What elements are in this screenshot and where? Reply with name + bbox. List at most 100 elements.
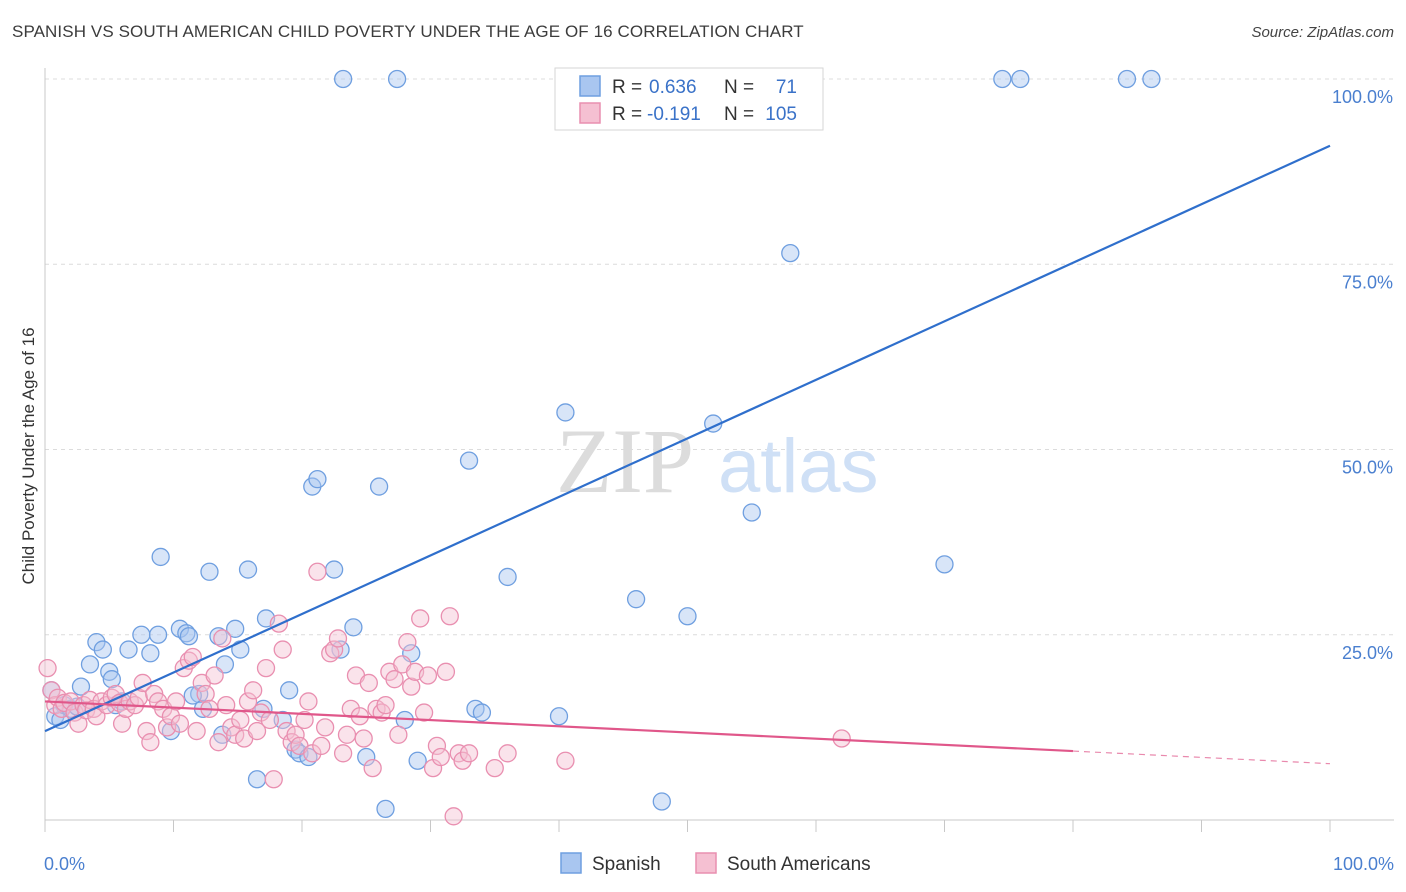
point-south-americans-26 xyxy=(141,733,160,752)
bottom-legend-label-spanish: Spanish xyxy=(592,854,661,875)
point-south-americans-49 xyxy=(238,692,258,711)
point-spanish-22 xyxy=(179,627,199,646)
point-south-americans-55 xyxy=(264,770,283,789)
point-south-americans-53 xyxy=(256,658,276,678)
point-south-americans-43 xyxy=(213,629,232,648)
y-tick-label-0: 100.0% xyxy=(1332,87,1393,107)
x-tick-min: 0.0% xyxy=(44,854,85,874)
point-spanish-57 xyxy=(626,590,646,609)
point-spanish-8 xyxy=(87,633,106,652)
point-south-americans-67 xyxy=(315,718,335,737)
point-south-americans-50 xyxy=(244,681,263,700)
trend-line-spanish xyxy=(44,144,1331,733)
point-south-americans-83 xyxy=(385,670,404,689)
chart-title: SPANISH VS SOUTH AMERICAN CHILD POVERTY … xyxy=(12,22,804,41)
point-spanish-62 xyxy=(781,243,800,263)
point-south-americans-37 xyxy=(187,721,206,741)
point-south-americans-65 xyxy=(308,562,327,581)
legend-r-label-spanish: R = xyxy=(612,77,642,98)
point-south-americans-58 xyxy=(277,721,296,741)
point-south-americans-19 xyxy=(112,714,132,733)
point-south-americans-99 xyxy=(453,751,472,770)
legend-r-label-south-americans: R = xyxy=(612,104,642,125)
y-tick-labels: 100.0% 75.0% 50.0% 25.0% xyxy=(1332,87,1393,663)
trend-lines xyxy=(44,144,1331,765)
point-south-americans-102 xyxy=(498,744,517,763)
point-spanish-44 xyxy=(344,618,363,637)
point-south-americans-39 xyxy=(196,684,215,704)
y-axis-label: Child Poverty Under the Age of 16 xyxy=(19,327,38,584)
point-south-americans-94 xyxy=(431,747,450,767)
watermark-atlas: atlas xyxy=(718,424,879,509)
y-tick-label-1: 75.0% xyxy=(1342,272,1393,292)
point-spanish-58 xyxy=(652,792,671,811)
point-south-americans-51 xyxy=(247,721,267,741)
point-spanish-7 xyxy=(80,655,100,674)
point-south-americans-93 xyxy=(427,736,447,756)
point-spanish-43 xyxy=(331,640,350,659)
point-south-americans-96 xyxy=(440,607,459,626)
point-spanish-47 xyxy=(376,799,395,819)
point-spanish-53 xyxy=(472,703,492,722)
point-south-americans-66 xyxy=(312,736,331,756)
point-spanish-45 xyxy=(357,747,376,767)
point-south-americans-87 xyxy=(402,677,421,696)
point-spanish-41 xyxy=(308,469,327,489)
point-south-americans-0 xyxy=(38,658,57,678)
point-south-americans-32 xyxy=(166,692,186,711)
point-south-americans-72 xyxy=(337,725,357,744)
point-spanish-21 xyxy=(177,624,196,643)
point-spanish-32 xyxy=(247,770,267,789)
trend-line-extension-south-americans xyxy=(1072,750,1331,765)
point-south-americans-101 xyxy=(485,758,504,778)
point-spanish-51 xyxy=(459,451,479,470)
legend-swatch-south-americans xyxy=(579,102,601,124)
point-south-americans-42 xyxy=(209,733,228,752)
point-south-americans-104 xyxy=(832,729,851,748)
point-spanish-18 xyxy=(151,547,170,567)
point-south-americans-69 xyxy=(324,640,344,659)
top-legend: R = 0.636 N = 71 R = -0.191 N = 105 xyxy=(554,67,824,131)
y-tick-label-3: 25.0% xyxy=(1342,643,1393,663)
point-south-americans-1 xyxy=(42,681,61,700)
bottom-legend-swatch-south-americans xyxy=(695,852,717,874)
point-spanish-64 xyxy=(333,69,353,89)
point-spanish-61 xyxy=(742,503,761,522)
point-spanish-17 xyxy=(148,625,168,644)
point-spanish-68 xyxy=(1117,69,1137,89)
point-spanish-55 xyxy=(549,707,569,726)
point-spanish-29 xyxy=(226,619,245,638)
point-south-americans-25 xyxy=(137,721,156,741)
axes xyxy=(44,68,1394,832)
point-south-americans-91 xyxy=(418,666,438,685)
point-south-americans-81 xyxy=(376,695,395,715)
point-south-americans-54 xyxy=(260,710,280,730)
point-south-americans-90 xyxy=(414,703,434,722)
x-tick-max: 100.0% xyxy=(1333,854,1394,874)
point-spanish-67 xyxy=(1011,69,1030,89)
point-spanish-23 xyxy=(190,684,209,704)
point-south-americans-57 xyxy=(273,640,292,659)
point-spanish-63 xyxy=(935,555,954,574)
point-south-americans-33 xyxy=(170,714,190,733)
trend-line-south-americans xyxy=(44,700,1074,753)
point-spanish-46 xyxy=(369,477,389,496)
y-tick-label-2: 50.0% xyxy=(1342,458,1393,478)
point-south-americans-103 xyxy=(556,751,575,770)
point-south-americans-62 xyxy=(295,710,314,730)
point-south-americans-100 xyxy=(459,744,479,763)
point-spanish-10 xyxy=(100,662,119,681)
bottom-legend-label-south-americans: South Americans xyxy=(727,854,871,875)
point-spanish-15 xyxy=(132,625,151,644)
point-south-americans-97 xyxy=(444,807,463,826)
watermark: ZIP atlas xyxy=(556,410,879,512)
point-spanish-54 xyxy=(498,567,517,587)
legend-n-value-spanish: 71 xyxy=(776,77,797,98)
point-south-americans-47 xyxy=(231,710,250,730)
watermark-zip: ZIP xyxy=(556,410,694,512)
point-spanish-36 xyxy=(279,681,299,700)
point-spanish-11 xyxy=(102,670,121,689)
point-spanish-50 xyxy=(408,751,427,770)
point-south-americans-86 xyxy=(398,633,417,652)
